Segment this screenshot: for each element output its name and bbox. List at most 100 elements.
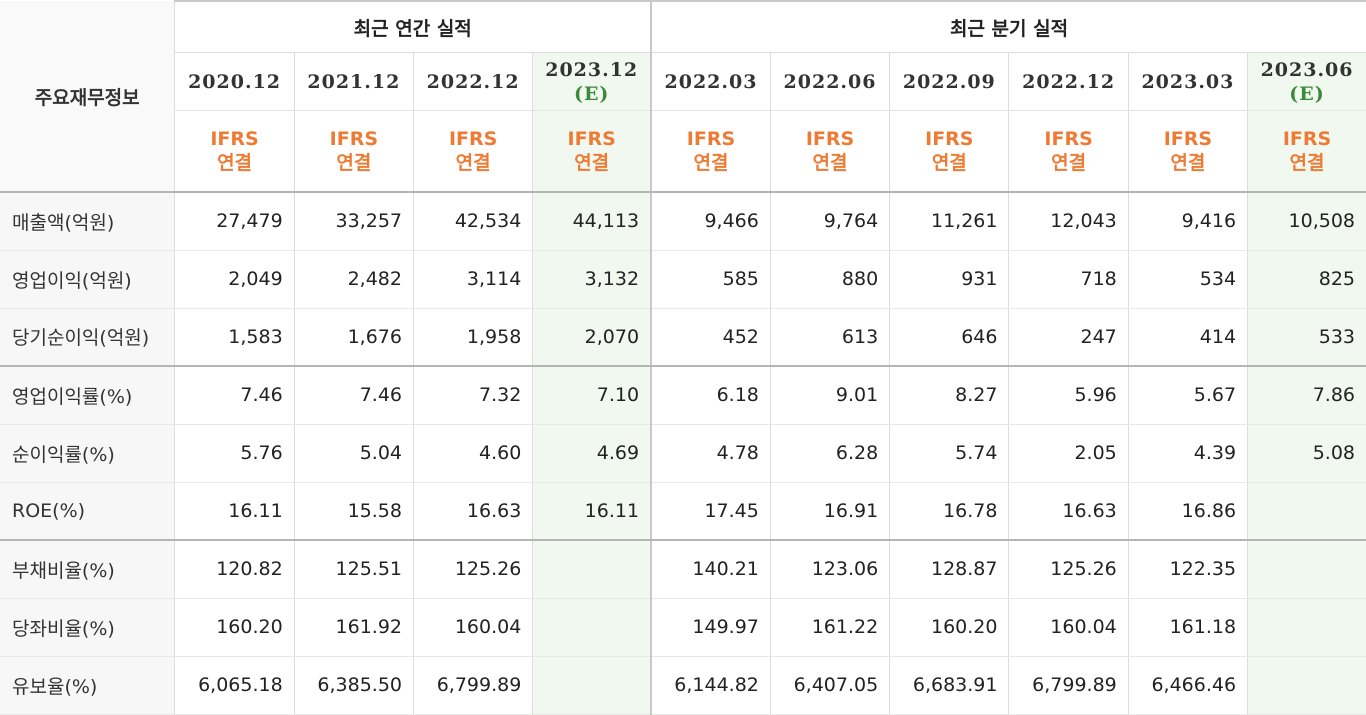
table-cell: 4.39	[1127, 424, 1248, 483]
table-cell: 16.63	[412, 482, 533, 541]
row-label: 당기순이익(억원)	[0, 308, 175, 367]
table-cell: 6.28	[769, 424, 890, 483]
table-cell: 247	[1008, 308, 1129, 367]
table-cell: 42,534	[412, 192, 533, 251]
ifrs-consolidated-label: IFRS 연결	[1008, 110, 1129, 193]
table-row: 부채비율(%) 120.82 125.51 125.26 140.21 123.06 128…	[0, 540, 1366, 599]
period-header: 2022.12	[412, 52, 533, 111]
table-cell: 33,257	[293, 192, 414, 251]
ifrs-consolidated-label: IFRS 연결	[889, 110, 1009, 193]
consolidated-text: 연결	[812, 152, 848, 174]
table-cell: 160.04	[412, 598, 533, 657]
table-cell: 1,583	[174, 308, 295, 367]
table-cell: 4.69	[532, 424, 652, 483]
ifrs-text: IFRS	[567, 128, 616, 150]
table-cell: 125.26	[1008, 540, 1129, 599]
table-cell: 1,676	[293, 308, 414, 367]
table-cell: 9,466	[650, 192, 771, 251]
row-label: 매출액(억원)	[0, 192, 175, 251]
period-date: 2023.06	[1260, 58, 1354, 81]
table-cell: 125.26	[412, 540, 533, 599]
table-cell: 160.20	[889, 598, 1009, 657]
table-cell: 27,479	[174, 192, 295, 251]
table-cell: 7.10	[532, 366, 652, 425]
consolidated-text: 연결	[931, 152, 967, 174]
table-cell: 8.27	[889, 366, 1009, 425]
table-cell: 825	[1247, 250, 1366, 309]
table-cell: 4.60	[412, 424, 533, 483]
table-cell: 5.08	[1247, 424, 1366, 483]
period-header: 2022.12	[1008, 52, 1129, 111]
row-label: 당좌비율(%)	[0, 598, 175, 657]
table-cell	[532, 540, 652, 599]
ifrs-text: IFRS	[329, 128, 379, 150]
period-date: 2021.12	[307, 70, 401, 93]
ifrs-text: IFRS	[686, 128, 736, 150]
table-cell: 5.76	[174, 424, 295, 483]
ifrs-text: IFRS	[210, 128, 259, 150]
period-date: 2022.12	[426, 70, 520, 93]
table-row: 당기순이익(억원) 1,583 1,676 1,958 2,070 452 613 646 24…	[0, 308, 1366, 367]
table-cell: 16.11	[174, 482, 295, 541]
table-cell: 9.01	[769, 366, 890, 425]
table-cell: 6,407.05	[769, 656, 890, 715]
table-cell: 161.22	[769, 598, 890, 657]
ifrs-consolidated-label: IFRS 연결	[174, 110, 295, 193]
consolidated-text: 연결	[1051, 152, 1087, 174]
table-cell: 533	[1247, 308, 1366, 367]
table-cell: 44,113	[532, 192, 652, 251]
row-label: 유보율(%)	[0, 656, 175, 715]
row-label-header: 주요재무정보	[0, 1, 175, 193]
table-cell: 5.96	[1008, 366, 1129, 425]
table-cell	[532, 656, 652, 715]
table-cell: 3,114	[412, 250, 533, 309]
table-cell: 7.46	[293, 366, 414, 425]
table-cell: 452	[650, 308, 771, 367]
table-cell: 2,070	[532, 308, 652, 367]
table-cell: 149.97	[650, 598, 771, 657]
table-cell: 931	[889, 250, 1009, 309]
table-cell: 4.78	[650, 424, 771, 483]
table-cell: 6,385.50	[293, 656, 414, 715]
table-cell: 5.67	[1127, 366, 1248, 425]
estimate-mark: (E)	[573, 82, 610, 105]
table-cell: 718	[1008, 250, 1129, 309]
table-cell	[1247, 598, 1366, 657]
table-cell: 2,049	[174, 250, 295, 309]
consolidated-text: 연결	[336, 152, 372, 174]
table-cell: 16.63	[1008, 482, 1129, 541]
table-cell: 16.78	[889, 482, 1009, 541]
table-cell: 9,416	[1127, 192, 1248, 251]
period-date: 2022.09	[902, 70, 996, 93]
table-cell: 7.46	[174, 366, 295, 425]
consolidated-text: 연결	[217, 152, 253, 174]
consolidated-text: 연결	[693, 152, 729, 174]
table-cell: 16.86	[1127, 482, 1248, 541]
period-date: 2022.12	[1022, 70, 1116, 93]
table-cell: 140.21	[650, 540, 771, 599]
table-cell: 613	[769, 308, 890, 367]
consolidated-text: 연결	[1289, 152, 1325, 174]
table-cell	[532, 598, 652, 657]
table-cell: 11,261	[889, 192, 1009, 251]
ifrs-consolidated-label: IFRS 연결	[1127, 110, 1248, 193]
row-label: 부채비율(%)	[0, 540, 175, 599]
table-cell: 16.11	[532, 482, 652, 541]
table-cell: 6,065.18	[174, 656, 295, 715]
table-cell: 7.32	[412, 366, 533, 425]
table-cell: 534	[1127, 250, 1248, 309]
table-cell: 2.05	[1008, 424, 1129, 483]
ifrs-consolidated-label: IFRS 연결	[650, 110, 771, 193]
table-cell: 5.04	[293, 424, 414, 483]
ifrs-text: IFRS	[925, 128, 974, 150]
ifrs-text: IFRS	[1044, 128, 1093, 150]
table-cell: 1,958	[412, 308, 533, 367]
period-header: 2022.06	[769, 52, 890, 111]
table-cell: 160.04	[1008, 598, 1129, 657]
period-date: 2020.12	[188, 70, 282, 93]
table-cell: 6,799.89	[412, 656, 533, 715]
period-date: 2022.06	[783, 70, 877, 93]
period-header: 2023.06 (E)	[1247, 52, 1366, 111]
ifrs-text: IFRS	[1163, 128, 1213, 150]
